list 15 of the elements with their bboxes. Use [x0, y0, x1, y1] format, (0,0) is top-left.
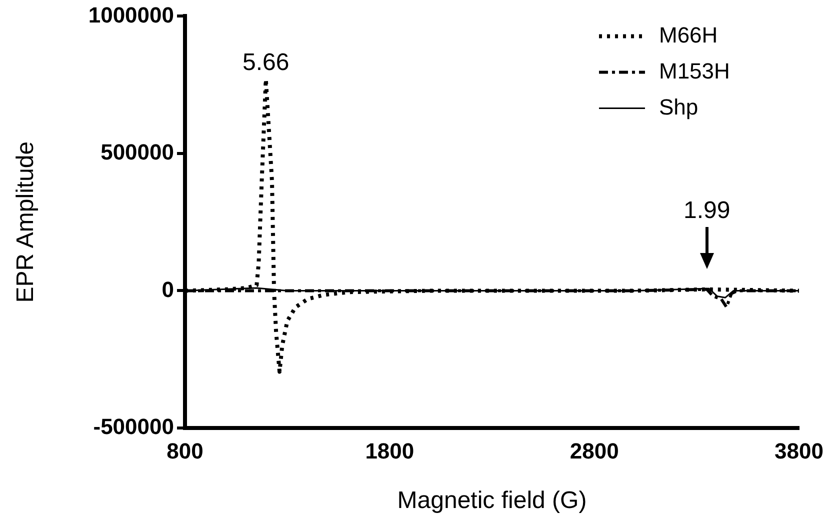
legend-label: Shp: [659, 94, 698, 120]
y-tick-label: 1000000: [88, 2, 174, 28]
y-tick-label: 0: [162, 276, 174, 302]
x-tick-label: 2800: [570, 438, 619, 464]
y-tick-label: -500000: [93, 414, 174, 440]
y-axis-title: EPR Amplitude: [12, 141, 40, 303]
annotation: 5.66: [242, 48, 290, 76]
x-tick-label: 1800: [365, 438, 414, 464]
x-tick-label: 3800: [774, 438, 824, 464]
x-tick-label: 800: [166, 438, 204, 464]
legend-label: M66H: [659, 22, 718, 48]
legend-label: M153H: [659, 58, 730, 84]
x-axis-title: Magnetic field (G): [397, 487, 587, 514]
annotation: 1.99: [684, 196, 730, 224]
y-tick-label: 500000: [100, 140, 174, 165]
